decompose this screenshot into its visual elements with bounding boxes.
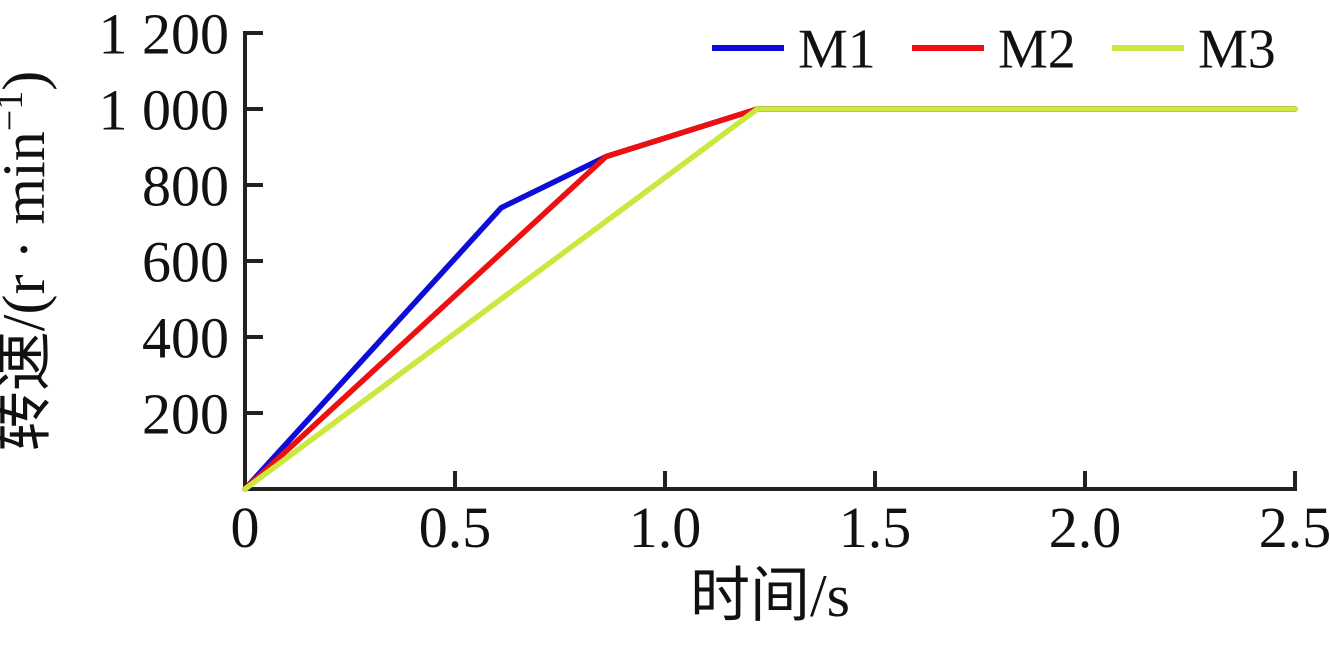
x-axis-title: 时间/s (690, 563, 850, 629)
legend-item-m1: M1 (712, 19, 876, 81)
y-axis-title-main: 转速/(r · min (0, 131, 57, 451)
series-line-m2 (242, 106, 1298, 492)
y-tick-label: 200 (142, 381, 229, 446)
x-tick-label: 2.0 (1049, 495, 1122, 560)
x-tick-label: 1.0 (629, 495, 702, 560)
x-tick-label: 0.5 (419, 495, 492, 560)
legend-item-m2: M2 (912, 19, 1076, 81)
y-tick-label: 800 (142, 153, 229, 218)
axis-spines (243, 31, 1297, 491)
legend-item-m3: M3 (1112, 19, 1276, 81)
y-axis-title-close: ) (0, 71, 57, 91)
series-line-m3 (242, 106, 1298, 492)
y-axis-title-superscript: −1 (0, 91, 31, 131)
x-tick-label: 1.5 (839, 495, 912, 560)
y-tick-label: 400 (142, 305, 229, 370)
series-line-m1 (242, 106, 1298, 492)
x-tick-label: 0 (231, 495, 260, 560)
y-tick-label: 600 (142, 229, 229, 294)
y-axis-title: 转速/(r · min−1) (0, 71, 57, 451)
x-tick-label: 2.5 (1259, 495, 1330, 560)
legend-label: M1 (798, 19, 876, 81)
y-tick-label: 1 200 (99, 1, 230, 66)
legend-label: M2 (998, 19, 1076, 81)
y-tick-label: 1 000 (99, 77, 230, 142)
legend-label: M3 (1198, 19, 1276, 81)
